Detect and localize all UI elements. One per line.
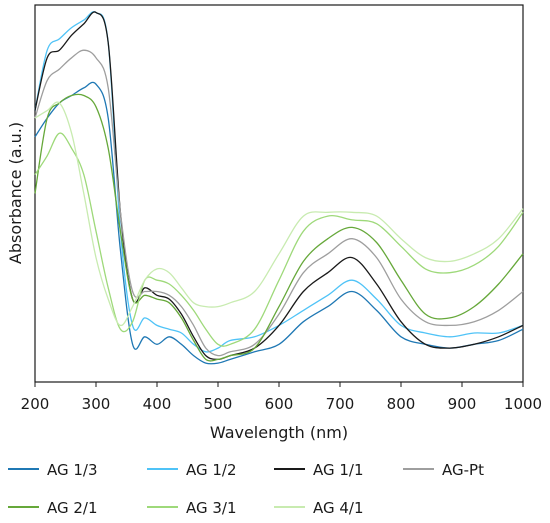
- series-layer: [34, 11, 524, 365]
- series-line-3: [34, 49, 524, 357]
- series-line-4: [34, 93, 524, 362]
- x-axis-label: Wavelength (nm): [210, 423, 348, 442]
- x-tick-label-2: 400: [143, 395, 172, 413]
- legend-label-3: AG-Pt: [442, 461, 484, 479]
- series-line-6: [34, 101, 524, 327]
- x-tick-label-6: 800: [387, 395, 416, 413]
- legend-label-5: AG 3/1: [186, 499, 237, 517]
- x-tick-label-8: 1000: [504, 395, 542, 413]
- series-line-2: [34, 11, 524, 361]
- x-axis-ticks: 200 300 400 500 600 700 800 900 1000: [21, 382, 542, 413]
- legend-label-0: AG 1/3: [47, 461, 98, 479]
- legend-label-1: AG 1/2: [186, 461, 237, 479]
- legend-label-6: AG 4/1: [313, 499, 364, 517]
- x-tick-label-5: 700: [326, 395, 355, 413]
- x-tick-label-0: 200: [21, 395, 50, 413]
- legend: AG 1/3 AG 1/2 AG 1/1 AG-Pt AG 2/1 AG 3/1 AG 4/…: [8, 461, 484, 517]
- y-axis-label: Absorbance (a.u.): [6, 122, 25, 264]
- legend-label-2: AG 1/1: [313, 461, 364, 479]
- legend-label-4: AG 2/1: [47, 499, 98, 517]
- series-line-0: [34, 81, 524, 365]
- x-tick-label-4: 600: [265, 395, 294, 413]
- series-line-5: [34, 132, 524, 347]
- x-tick-label-7: 900: [448, 395, 477, 413]
- x-tick-label-1: 300: [82, 395, 111, 413]
- x-tick-label-3: 500: [204, 395, 233, 413]
